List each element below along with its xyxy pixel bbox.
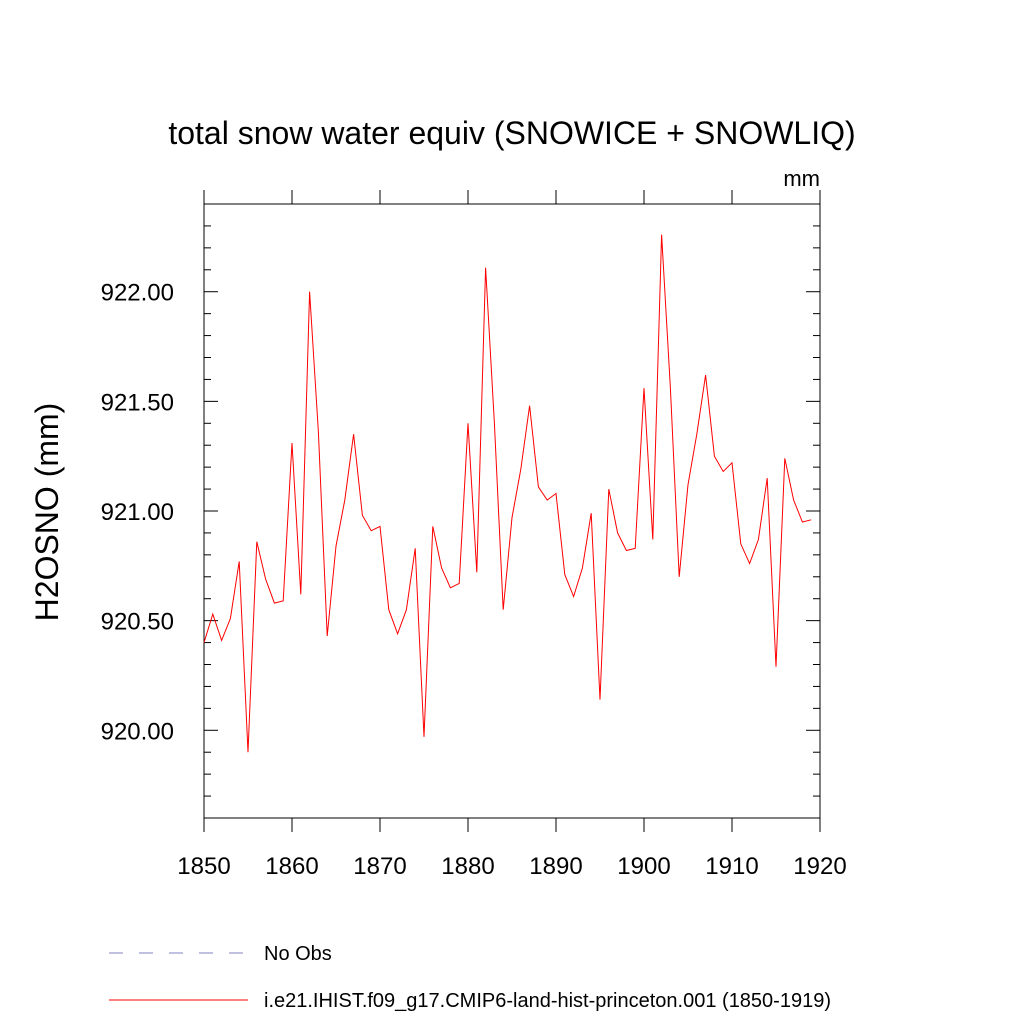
x-tick-label: 1880 xyxy=(441,853,494,880)
x-tick-label: 1910 xyxy=(705,853,758,880)
x-tick-label: 1850 xyxy=(177,853,230,880)
axis-ticks xyxy=(203,190,821,832)
units-label: mm xyxy=(783,166,820,191)
x-tick-label: 1870 xyxy=(353,853,406,880)
y-tick-label: 921.50 xyxy=(101,389,174,416)
x-tick-label: 1860 xyxy=(265,853,318,880)
legend: No Obs i.e21.IHIST.f09_g17.CMIP6-land-hi… xyxy=(109,943,831,1012)
x-tick-label: 1920 xyxy=(793,853,846,880)
legend-label-no-obs: No Obs xyxy=(264,943,332,965)
chart-title: total snow water equiv (SNOWICE + SNOWLI… xyxy=(168,115,855,151)
x-tick-label: 1890 xyxy=(529,853,582,880)
y-tick-label: 922.00 xyxy=(101,280,174,307)
y-tick-label: 921.00 xyxy=(101,499,174,526)
y-axis-label: H2OSNO (mm) xyxy=(29,403,65,622)
series-line xyxy=(203,234,812,753)
y-tick-label: 920.50 xyxy=(101,609,174,636)
legend-label-model-run: i.e21.IHIST.f09_g17.CMIP6-land-hist-prin… xyxy=(264,990,831,1012)
x-tick-label: 1900 xyxy=(617,853,670,880)
y-tick-label: 920.00 xyxy=(101,718,174,745)
axis-tick-labels: 1850 1860 1870 1880 1890 1900 1910 1920 920.00 92… xyxy=(101,280,847,880)
series-lines xyxy=(203,234,812,753)
